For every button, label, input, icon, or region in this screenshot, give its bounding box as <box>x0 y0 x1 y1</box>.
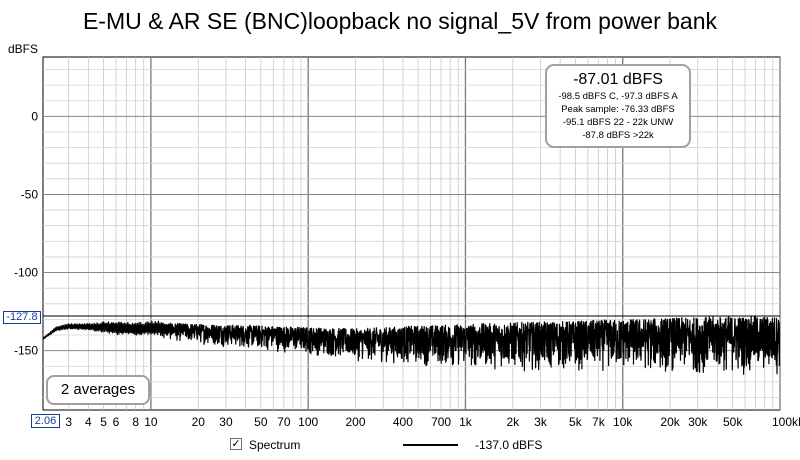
x-tick-label: 5k <box>569 415 583 429</box>
x-tick-label: 400 <box>393 415 413 429</box>
cursor-value-badge[interactable]: -127.8 <box>3 311 41 324</box>
stats-main-value: -87.01 dBFS <box>573 71 663 88</box>
spectrum-checkbox[interactable]: ✓ <box>230 438 242 450</box>
x-tick-label: 10k <box>613 415 633 429</box>
x-tick-label: 7k <box>592 415 606 429</box>
x-tick-label: 200 <box>346 415 366 429</box>
legend-series-value: -137.0 dBFS <box>475 438 543 452</box>
x-tick-label: 3 <box>65 415 72 429</box>
y-tick-label: -150 <box>14 344 38 358</box>
stats-peak-sample: Peak sample: -76.33 dBFS <box>561 104 675 115</box>
x-tick-label: 5 <box>100 415 107 429</box>
x-tick-label: 3k <box>534 415 548 429</box>
x-tick-label: 30 <box>219 415 233 429</box>
y-tick-label: -100 <box>14 266 38 280</box>
x-start-badge[interactable]: 2.06 <box>31 414 60 428</box>
stats-box: -87.01 dBFS -98.5 dBFS C, -97.3 dBFS A P… <box>545 64 691 148</box>
legend-series-name: Spectrum <box>249 438 301 452</box>
x-tick-label: 700 <box>431 415 451 429</box>
stats-weighted: -98.5 dBFS C, -97.3 dBFS A <box>558 91 678 102</box>
legend-line-swatch <box>403 444 458 446</box>
x-tick-label: 70 <box>277 415 291 429</box>
x-tick-label: 50k <box>723 415 743 429</box>
averages-badge: 2 averages <box>46 375 150 405</box>
axis-ticks: 3 4 5 6 8 10 20 30 50 70 100 200 400 700 1k 2k 3k 5k 7k 10k… <box>14 109 800 429</box>
y-tick-label: -50 <box>21 187 39 201</box>
x-tick-label: 4 <box>85 415 92 429</box>
x-tick-label: 50 <box>254 415 268 429</box>
x-tick-label: 100kHz <box>772 415 800 429</box>
y-tick-label: 0 <box>31 109 38 123</box>
x-tick-label: 100 <box>298 415 318 429</box>
x-tick-label: 30k <box>688 415 708 429</box>
x-tick-label: 1k <box>459 415 473 429</box>
x-tick-label: 2k <box>506 415 520 429</box>
x-tick-label: 20k <box>660 415 680 429</box>
x-tick-label: 20 <box>192 415 206 429</box>
spectrum-series-line <box>43 315 780 375</box>
stats-unweighted: -95.1 dBFS 22 - 22k UNW <box>562 117 674 128</box>
y-axis-label: dBFS <box>8 42 39 56</box>
x-tick-label: 8 <box>132 415 139 429</box>
chart-title: E-MU & AR SE (BNC)loopback no signal_5V … <box>82 8 718 34</box>
x-tick-label: 10 <box>144 415 158 429</box>
x-tick-label: 6 <box>113 415 120 429</box>
series-layer <box>43 315 780 375</box>
stats-above-22k: -87.8 dBFS >22k <box>582 130 654 141</box>
